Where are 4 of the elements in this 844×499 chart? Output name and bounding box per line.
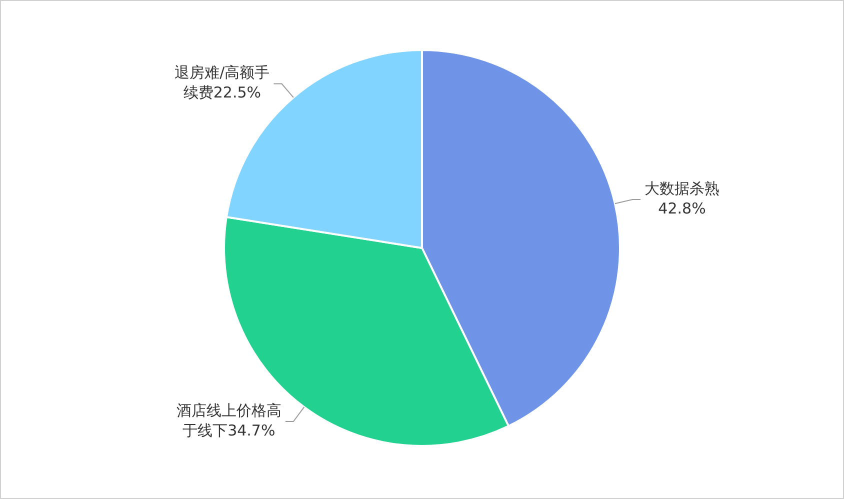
data-label: 42.8% — [658, 199, 706, 218]
slice-label: 退房难/高额手续费22.5% — [174, 64, 270, 102]
slice-label: 酒店线上价格高于线下34.7% — [176, 401, 282, 440]
slice-label: 大数据杀熟 — [644, 179, 720, 198]
